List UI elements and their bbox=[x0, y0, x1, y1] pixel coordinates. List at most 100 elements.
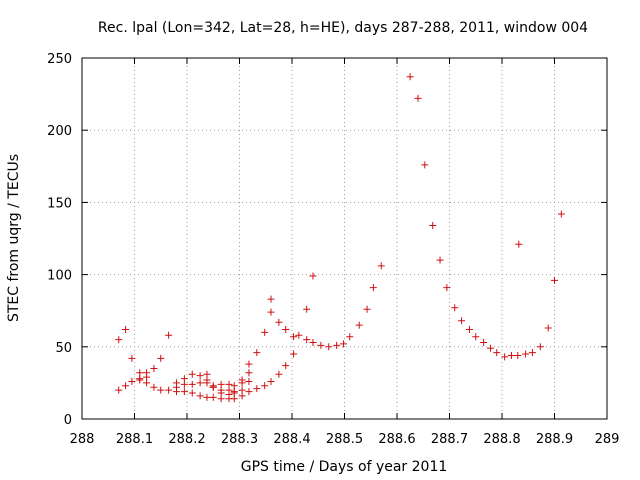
data-point bbox=[150, 383, 158, 391]
data-point bbox=[165, 331, 173, 339]
x-tick-label: 288.6 bbox=[378, 432, 415, 447]
data-point bbox=[115, 386, 123, 394]
data-point bbox=[472, 333, 480, 341]
data-point bbox=[317, 341, 325, 349]
x-tick-labels: 288 288.1 288.2 288.3 288.4 288.5 288.6 288.7 28… bbox=[70, 432, 620, 447]
data-point bbox=[188, 370, 196, 378]
chart-title: Rec. lpal (Lon=342, Lat=28, h=HE), days … bbox=[98, 20, 588, 36]
data-point bbox=[406, 73, 414, 81]
data-point bbox=[290, 350, 298, 358]
data-point bbox=[230, 388, 238, 396]
data-point bbox=[309, 338, 317, 346]
data-point bbox=[180, 388, 188, 396]
y-tick-label: 150 bbox=[47, 196, 72, 211]
data-point bbox=[267, 295, 275, 303]
x-tick-label: 288.7 bbox=[431, 432, 468, 447]
data-point bbox=[514, 351, 522, 359]
x-tick-label: 288.3 bbox=[221, 432, 258, 447]
data-point bbox=[275, 318, 283, 326]
data-point bbox=[203, 376, 211, 384]
data-point bbox=[528, 349, 536, 357]
x-tick-label: 288.2 bbox=[168, 432, 205, 447]
data-point bbox=[436, 256, 444, 264]
data-point bbox=[480, 338, 488, 346]
data-point bbox=[551, 276, 558, 284]
data-point bbox=[536, 343, 544, 351]
data-point bbox=[157, 354, 165, 362]
data-points bbox=[115, 73, 565, 403]
data-point bbox=[465, 325, 473, 333]
y-axis-title: STEC from uqrg / TECUs bbox=[6, 154, 22, 322]
data-point bbox=[253, 385, 261, 393]
data-point bbox=[414, 94, 422, 102]
data-point bbox=[150, 364, 158, 372]
data-point bbox=[515, 240, 523, 248]
x-tick-label: 288 bbox=[70, 432, 95, 447]
plot-frame bbox=[81, 57, 608, 420]
data-point bbox=[245, 360, 253, 368]
data-point bbox=[128, 377, 136, 385]
y-tick-label: 250 bbox=[47, 52, 72, 67]
data-point bbox=[522, 350, 530, 358]
data-point bbox=[275, 370, 283, 378]
y-tick-label: 100 bbox=[47, 269, 72, 284]
x-tick-label: 288.1 bbox=[116, 432, 153, 447]
data-point bbox=[429, 222, 437, 230]
data-point bbox=[225, 390, 233, 398]
data-point bbox=[486, 344, 494, 352]
data-point bbox=[267, 308, 275, 316]
data-point bbox=[143, 373, 151, 381]
data-point bbox=[245, 388, 253, 396]
data-point bbox=[122, 382, 130, 390]
data-point bbox=[363, 305, 371, 313]
grid-lines bbox=[82, 58, 607, 419]
data-point bbox=[303, 336, 311, 344]
data-point bbox=[196, 392, 204, 400]
data-point bbox=[377, 262, 385, 270]
data-point bbox=[282, 325, 290, 333]
y-tick-label: 0 bbox=[64, 413, 72, 428]
data-point bbox=[451, 304, 459, 312]
data-point bbox=[339, 340, 347, 348]
data-point bbox=[333, 341, 341, 349]
data-point bbox=[261, 382, 269, 390]
data-point bbox=[309, 272, 317, 280]
data-point bbox=[282, 362, 290, 370]
data-point bbox=[557, 210, 565, 218]
data-point bbox=[238, 386, 246, 394]
data-point bbox=[245, 377, 253, 385]
x-tick-label: 288.9 bbox=[536, 432, 573, 447]
y-tick-labels: 0 50 100 150 200 250 bbox=[47, 52, 72, 428]
data-point bbox=[261, 328, 269, 336]
data-point bbox=[180, 380, 188, 388]
data-point bbox=[501, 353, 509, 361]
data-point bbox=[128, 354, 136, 362]
data-point bbox=[443, 284, 451, 292]
x-tick-label: 289 bbox=[595, 432, 620, 447]
x-axis-title: GPS time / Days of year 2011 bbox=[241, 459, 448, 475]
data-point bbox=[493, 349, 501, 357]
data-point bbox=[346, 333, 354, 341]
data-point bbox=[115, 336, 123, 344]
data-point bbox=[203, 393, 211, 401]
x-tick-label: 288.5 bbox=[326, 432, 363, 447]
data-point bbox=[122, 325, 130, 333]
data-point bbox=[188, 380, 196, 388]
data-point bbox=[295, 331, 303, 339]
data-point bbox=[421, 161, 429, 169]
data-point bbox=[325, 343, 333, 351]
data-point bbox=[196, 379, 204, 387]
data-point bbox=[209, 383, 217, 391]
data-point bbox=[267, 377, 275, 385]
data-point bbox=[196, 372, 204, 380]
data-point bbox=[165, 386, 173, 394]
data-point bbox=[157, 386, 165, 394]
data-point bbox=[188, 389, 196, 397]
y-tick-label: 50 bbox=[55, 341, 72, 356]
y-tick-label: 200 bbox=[47, 124, 72, 139]
data-point bbox=[303, 305, 311, 313]
x-tick-label: 288.4 bbox=[273, 432, 310, 447]
data-point bbox=[136, 375, 144, 383]
data-point bbox=[217, 389, 225, 397]
